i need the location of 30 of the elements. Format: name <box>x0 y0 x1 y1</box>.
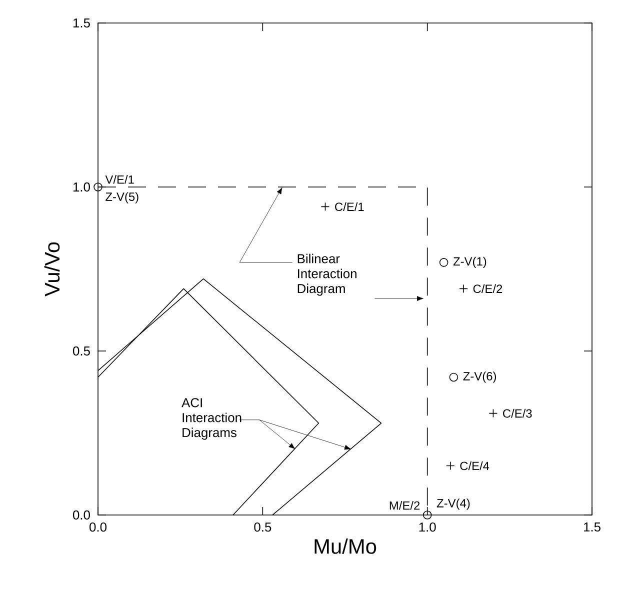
annotation: C/E/1 <box>335 202 364 212</box>
point <box>449 372 458 382</box>
point <box>94 182 102 192</box>
point <box>488 408 498 418</box>
point <box>422 510 432 520</box>
y-tick-label: 1.5 <box>73 18 90 28</box>
annotation: M/E/2 <box>390 501 420 510</box>
annotation: C/E/3 <box>503 408 532 418</box>
x-tick-label: 1.0 <box>419 522 436 532</box>
annotation: C/E/2 <box>473 284 502 294</box>
annotation: ACI Interaction Diagrams <box>182 398 242 440</box>
annotation: Z-V(5) <box>106 192 138 204</box>
x-tick-label: 0.5 <box>254 522 272 532</box>
annotation: Bilinear Interaction Diagram <box>298 254 356 296</box>
x-axis-title: Mu/Mo <box>314 538 376 554</box>
y-tick-label: 1.0 <box>73 182 90 192</box>
y-tick-label: 0.5 <box>72 346 90 356</box>
point <box>446 461 455 470</box>
point <box>459 284 468 294</box>
annotation: Z-V(4) <box>436 498 470 510</box>
x-tick-label: 1.5 <box>584 522 600 532</box>
x-tick-label: 0.0 <box>90 522 107 532</box>
y-tick-label: 0.0 <box>72 510 90 520</box>
point <box>320 202 330 212</box>
annotation: V/E/1 <box>105 175 134 184</box>
annotation: Z-V(1) <box>453 256 486 268</box>
point <box>439 258 448 267</box>
annotation: Z-V(6) <box>463 372 496 383</box>
y-axis-title: Vu/Vo <box>44 242 60 296</box>
annotation: C/E/4 <box>460 461 490 470</box>
